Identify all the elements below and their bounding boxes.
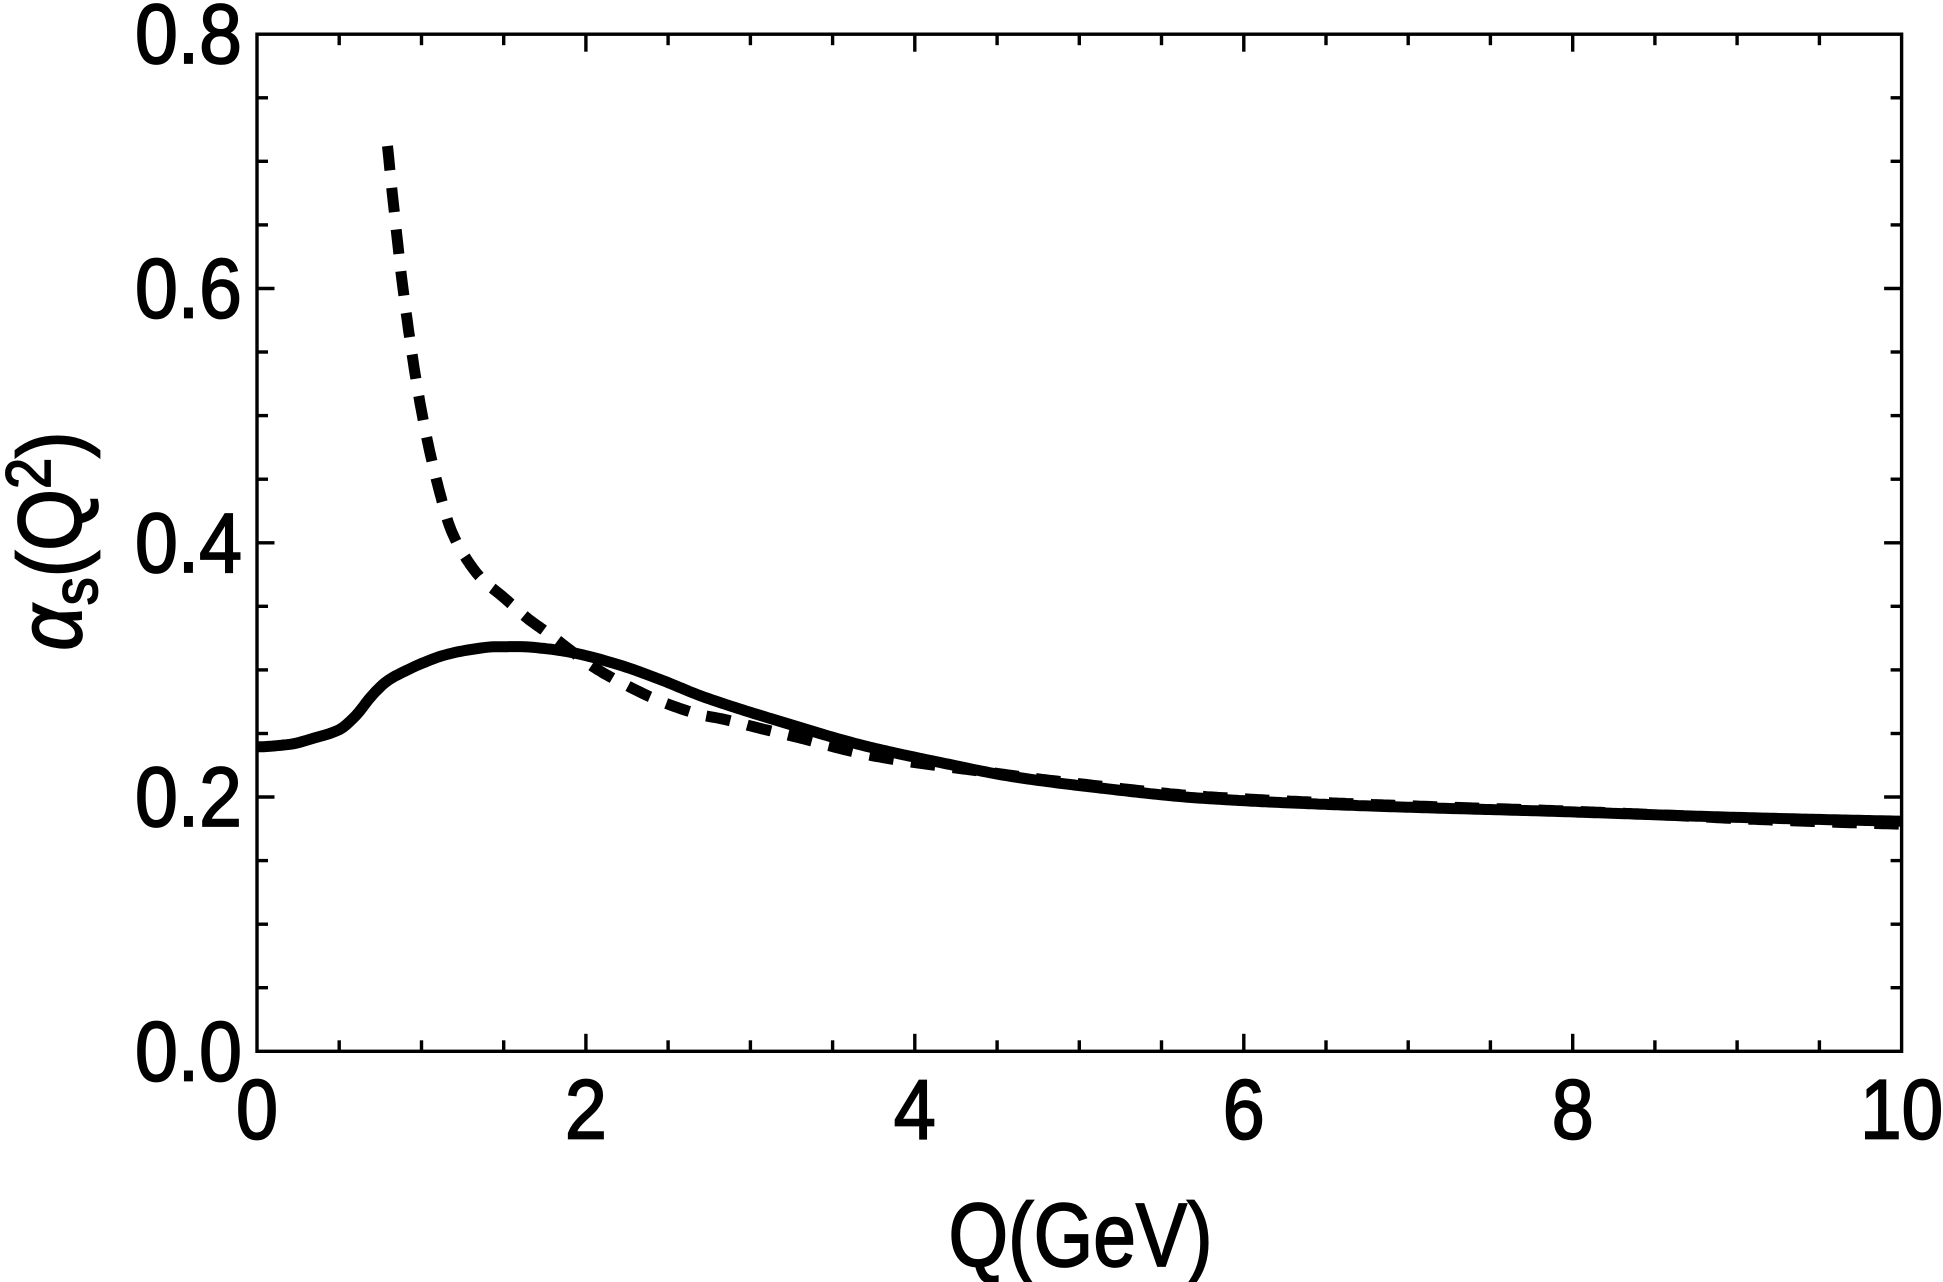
- svg-text:6: 6: [1223, 1063, 1265, 1157]
- svg-text:0.8: 0.8: [135, 0, 242, 81]
- svg-text:0: 0: [236, 1063, 278, 1157]
- svg-text:0.2: 0.2: [135, 750, 242, 844]
- svg-text:0.6: 0.6: [135, 242, 242, 336]
- svg-text:10: 10: [1860, 1063, 1943, 1157]
- svg-text:0.0: 0.0: [135, 1004, 242, 1098]
- svg-text:Q(GeV): Q(GeV): [949, 1186, 1213, 1282]
- svg-text:4: 4: [894, 1063, 936, 1157]
- svg-text:8: 8: [1552, 1063, 1594, 1157]
- svg-text:2: 2: [565, 1063, 607, 1157]
- svg-text:αs(Q2): αs(Q2): [0, 431, 111, 650]
- svg-text:0.4: 0.4: [135, 496, 242, 590]
